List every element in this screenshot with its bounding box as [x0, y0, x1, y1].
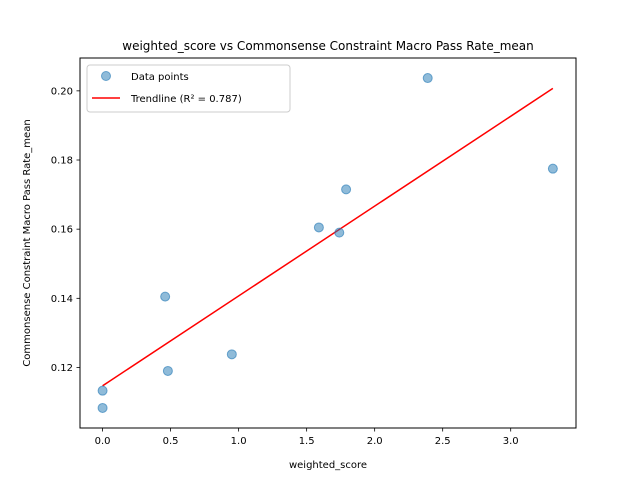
data-points	[97, 73, 558, 413]
trendline-path	[102, 87, 554, 387]
y-tick-label: 0.14	[51, 294, 73, 305]
plot-area	[79, 57, 577, 429]
data-point	[160, 291, 171, 302]
x-tick-label: 0.0	[95, 436, 111, 447]
x-tick-label: 2.0	[367, 436, 383, 447]
y-tick-label: 0.20	[51, 86, 73, 97]
x-axis-ticks: 0.0 0.5 1.0 1.5 2.0 2.5 3.0	[95, 428, 519, 447]
y-axis-label: Commonsense Constraint Macro Pass Rate_m…	[22, 119, 33, 366]
x-tick-label: 0.5	[163, 436, 179, 447]
x-tick-label: 1.0	[231, 436, 247, 447]
data-point	[422, 73, 433, 84]
legend-label-trendline: Trendline (R² = 0.787)	[130, 94, 242, 105]
trendline	[102, 87, 554, 387]
y-tick-label: 0.12	[51, 363, 73, 374]
y-tick-label: 0.18	[51, 156, 73, 167]
legend-box	[86, 64, 291, 113]
x-tick-label: 1.5	[299, 436, 315, 447]
x-tick-label: 3.0	[503, 436, 519, 447]
data-point	[97, 402, 108, 413]
y-axis-ticks: 0.12 0.14 0.16 0.18 0.20	[51, 86, 80, 374]
data-point	[341, 184, 352, 195]
data-point	[97, 385, 108, 396]
chart-title: weighted_score vs Commonsense Constraint…	[122, 39, 534, 53]
data-point	[547, 163, 558, 174]
data-point	[226, 349, 237, 360]
x-tick-label: 2.5	[435, 436, 451, 447]
legend-marker-data-points	[101, 71, 111, 81]
y-tick-label: 0.16	[51, 225, 73, 236]
data-point	[313, 222, 324, 233]
data-point	[334, 227, 345, 238]
data-point	[162, 365, 173, 376]
legend: Data points Trendline (R² = 0.787)	[86, 64, 291, 113]
x-axis-label: weighted_score	[289, 460, 367, 471]
legend-label-data-points: Data points	[131, 72, 189, 83]
